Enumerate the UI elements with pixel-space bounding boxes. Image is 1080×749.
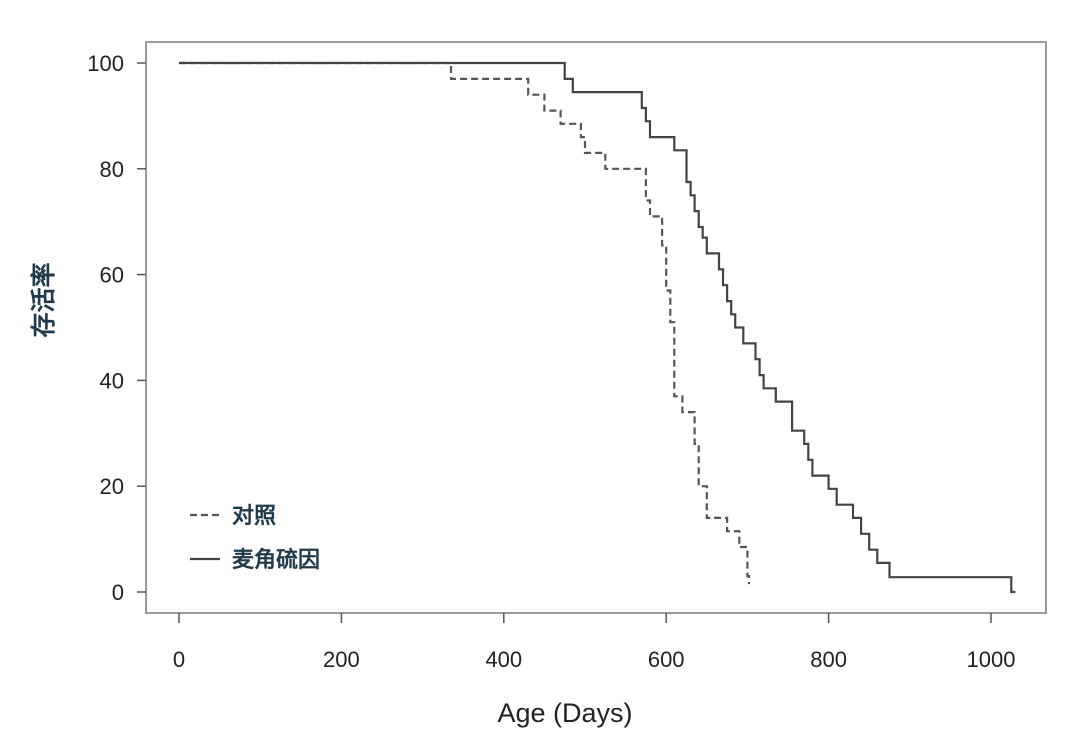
x-axis-label: Age (Days) — [497, 698, 632, 728]
series-layer — [179, 61, 1016, 594]
x-tick-label: 400 — [485, 647, 522, 672]
x-tick-label: 0 — [173, 647, 185, 672]
plot-frame — [145, 41, 1047, 614]
legend-label: 麦角硫因 — [232, 547, 320, 573]
y-tick-label: 20 — [100, 474, 124, 499]
y-axis-label: 存活率 — [29, 262, 58, 337]
x-tick-label: 1000 — [967, 647, 1016, 672]
y-tick-label: 0 — [112, 580, 124, 605]
y-tick-label: 80 — [100, 157, 124, 182]
y-tick-label: 60 — [100, 263, 124, 288]
x-tick-label: 600 — [648, 647, 685, 672]
y-tick-label: 40 — [100, 368, 124, 393]
x-axis-ticks: 0 200 400 600 800 1000 — [173, 613, 1016, 672]
ergothioneine-survival-line — [179, 61, 1016, 594]
control-survival-line — [179, 61, 751, 585]
x-tick-label: 800 — [810, 647, 847, 672]
x-tick-label: 200 — [323, 647, 360, 672]
legend-label: 对照 — [232, 504, 276, 529]
y-axis-ticks: 0 20 40 60 80 100 — [87, 51, 146, 605]
y-tick-label: 100 — [87, 51, 124, 76]
